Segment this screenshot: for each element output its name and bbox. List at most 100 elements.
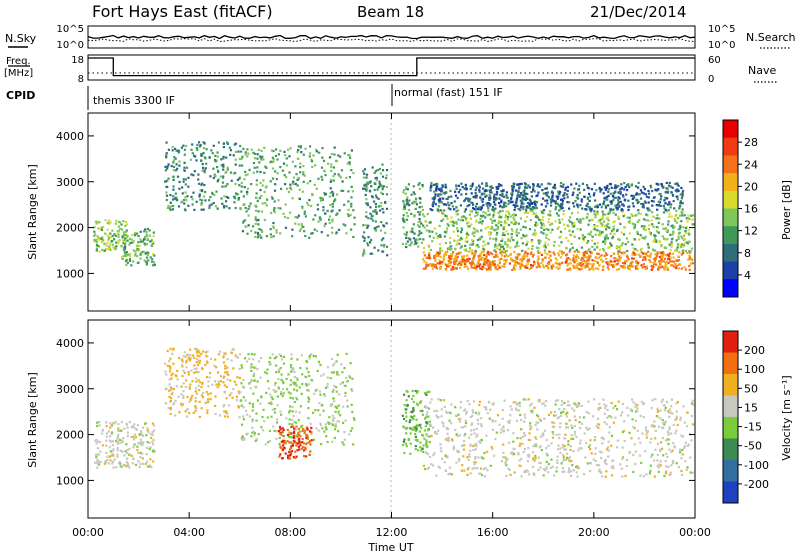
range-cell (665, 262, 668, 265)
range-cell (386, 245, 389, 248)
nave-label: Nave (748, 64, 776, 77)
range-cell (231, 396, 234, 399)
range-cell (260, 194, 263, 197)
range-cell (472, 259, 475, 262)
range-cell (549, 198, 552, 201)
range-cell (464, 419, 467, 422)
range-cell (94, 233, 97, 236)
range-cell (122, 437, 125, 440)
range-cell (236, 178, 239, 181)
range-cell (279, 149, 282, 152)
range-cell (190, 195, 193, 198)
range-cell (191, 394, 194, 397)
range-cell (616, 228, 619, 231)
range-cell (472, 257, 475, 260)
range-cell (523, 413, 526, 416)
range-cell (681, 202, 684, 205)
range-cell (107, 248, 110, 251)
range-cell (111, 229, 114, 232)
range-cell (682, 243, 686, 246)
range-cell (152, 438, 155, 442)
range-cell (566, 253, 569, 256)
range-cell (259, 188, 262, 192)
range-cell (586, 215, 589, 218)
range-cell (614, 190, 617, 193)
range-cell (152, 443, 155, 446)
range-cell (439, 243, 442, 246)
range-cell (125, 253, 128, 256)
range-cell (101, 429, 104, 432)
range-cell (596, 241, 599, 244)
range-cell (367, 236, 370, 239)
range-cell (549, 183, 552, 186)
range-cell (464, 208, 467, 211)
range-cell (256, 399, 259, 402)
range-cell (528, 198, 531, 201)
range-cell (528, 204, 531, 207)
range-cell (524, 220, 527, 223)
range-cell (269, 233, 272, 236)
range-cell (369, 241, 372, 244)
range-cell (101, 236, 104, 239)
range-cell (259, 181, 262, 185)
range-cell (627, 258, 630, 261)
range-cell (294, 421, 297, 424)
range-cell (151, 422, 154, 425)
range-cell (206, 411, 209, 415)
range-cell (104, 248, 108, 251)
range-cell (486, 268, 489, 271)
range-cell (631, 418, 634, 421)
range-cell (591, 266, 594, 269)
range-cell (201, 368, 204, 371)
scatter-feature (121, 227, 156, 267)
range-cell (554, 208, 557, 211)
range-cell (93, 230, 96, 233)
range-cell (666, 401, 669, 404)
range-cell (250, 148, 253, 151)
range-cell (173, 159, 176, 162)
range-cell (536, 250, 540, 253)
range-cell (485, 194, 488, 197)
range-cell (607, 212, 610, 215)
range-cell (639, 234, 642, 237)
range-cell (493, 454, 496, 457)
range-cell (443, 235, 446, 238)
range-cell (192, 356, 196, 359)
range-cell (198, 195, 201, 198)
range-cell (111, 449, 114, 452)
range-cell (620, 208, 623, 211)
range-cell (367, 224, 370, 227)
range-cell (292, 183, 295, 186)
range-cell (617, 202, 620, 206)
range-cell (214, 160, 217, 163)
range-cell (295, 389, 299, 392)
range-cell (281, 394, 284, 398)
range-cell (583, 432, 586, 435)
scatter-feature (240, 352, 356, 446)
range-cell (537, 263, 540, 266)
range-cell (338, 420, 341, 423)
range-cell (658, 264, 661, 268)
range-cell (507, 232, 510, 236)
range-cell (500, 201, 503, 204)
range-cell (181, 374, 184, 378)
range-cell (266, 198, 269, 201)
range-cell (293, 383, 296, 386)
range-cell (363, 239, 366, 242)
range-cell (562, 213, 565, 216)
range-cell (151, 240, 154, 244)
range-cell (333, 416, 336, 420)
range-cell (593, 192, 596, 195)
range-cell (610, 244, 613, 247)
range-cell (469, 449, 472, 452)
range-cell (269, 228, 272, 231)
range-cell (111, 462, 114, 465)
scatter-feature (401, 389, 432, 455)
range-cell (670, 398, 673, 401)
range-cell (557, 448, 560, 451)
range-cell (622, 251, 625, 254)
range-cell (690, 439, 693, 442)
range-cell (445, 215, 448, 218)
range-cell (586, 186, 589, 189)
range-cell (349, 156, 352, 159)
